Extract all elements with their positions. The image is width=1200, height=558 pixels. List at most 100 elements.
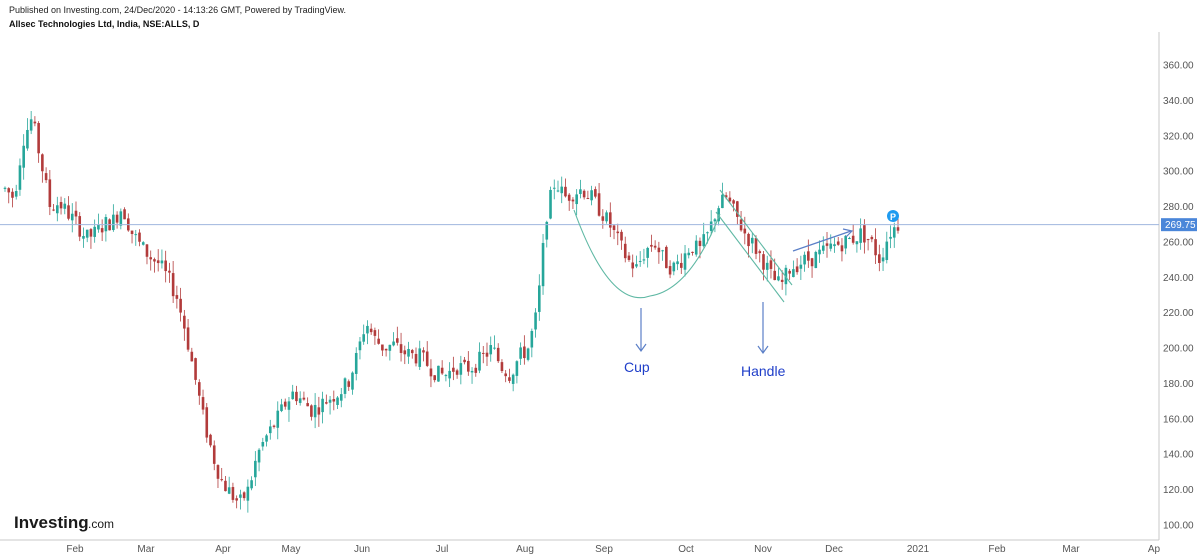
candle-body (661, 250, 664, 252)
y-tick-label: 280.00 (1163, 202, 1194, 213)
candle-body (511, 374, 515, 384)
x-tick-label: Dec (825, 544, 843, 555)
handle-channel-lower (715, 211, 785, 303)
y-tick-label: 340.00 (1163, 96, 1194, 107)
candle-body (840, 245, 844, 252)
candle-body (164, 260, 167, 272)
x-tick-label: Aug (516, 544, 534, 555)
x-tick-label: Mar (1062, 544, 1080, 555)
candle-body (437, 365, 440, 382)
candle-body (407, 348, 410, 357)
candle-body (156, 260, 160, 264)
candle-body (567, 194, 571, 201)
candle-body (268, 426, 272, 434)
candle-body (750, 237, 754, 244)
y-tick-label: 160.00 (1163, 414, 1194, 425)
candle-body (795, 266, 799, 273)
x-tick-label: Nov (754, 544, 772, 555)
candle-body (848, 238, 851, 240)
candle-body (239, 494, 242, 498)
x-tick-label: Oct (678, 544, 694, 555)
candle-body (325, 402, 328, 404)
candle-body (765, 262, 769, 270)
candle-body (616, 231, 620, 234)
candle-body (743, 228, 747, 234)
candle-body (115, 214, 119, 223)
handle-channel-upper (719, 189, 793, 286)
candle-body (758, 251, 762, 254)
candle-body (44, 173, 48, 181)
candle-body (713, 219, 717, 222)
y-tick-label: 180.00 (1163, 379, 1194, 390)
candle-body (452, 367, 455, 372)
candle-body (833, 244, 836, 247)
candle-body (485, 352, 489, 357)
y-tick-label: 200.00 (1163, 344, 1194, 355)
candle-body (549, 189, 552, 219)
candle-body (283, 401, 287, 407)
candle-body (530, 330, 534, 348)
candle-body (250, 480, 253, 489)
candle-body (433, 375, 436, 381)
cup-curve (573, 209, 721, 299)
breakout-arrow-head (842, 228, 854, 238)
p-marker[interactable] (887, 210, 899, 222)
x-tick-label: Jun (354, 544, 370, 555)
candle-body (706, 232, 709, 234)
candle-body (33, 121, 37, 124)
candle-body (74, 210, 78, 217)
candle-body (863, 225, 866, 243)
candle-body (287, 401, 291, 410)
candle-body (392, 341, 395, 346)
candle-body (149, 257, 153, 260)
candle-body (747, 233, 750, 247)
candle-body (138, 232, 141, 242)
candle-body (422, 350, 425, 353)
candle-body (306, 403, 309, 407)
candle-body (220, 479, 224, 481)
cup-label: Cup (624, 359, 650, 375)
candle-body (586, 198, 590, 200)
candle-body (291, 391, 295, 400)
candle-body (866, 239, 870, 241)
candle-body (171, 273, 175, 297)
candle-body (343, 378, 347, 394)
candle-body (638, 260, 642, 262)
x-tick-label: Ap (1148, 544, 1161, 555)
candle-body (429, 368, 433, 377)
candle-body (59, 202, 63, 209)
candle-body (246, 486, 250, 501)
candle-body (844, 235, 847, 249)
candle-body (459, 363, 463, 375)
candle-body (440, 367, 444, 374)
candle-body (590, 190, 593, 201)
candle-body (683, 253, 687, 270)
candle-body (810, 258, 814, 267)
candle-body (571, 199, 575, 202)
candle-body (190, 351, 194, 362)
candle-body (814, 251, 818, 269)
candle-body (709, 221, 713, 231)
candle-body (780, 279, 784, 282)
candle-body (336, 397, 339, 405)
candle-body (265, 435, 268, 442)
candle-body (11, 191, 14, 198)
candle-body (668, 266, 672, 275)
candle-body (339, 394, 343, 401)
breakout-arrow (792, 230, 852, 252)
candle-body (896, 227, 900, 231)
candle-body (665, 246, 668, 269)
candle-body (672, 262, 676, 272)
candle-body (601, 216, 605, 221)
candle-body (130, 230, 134, 235)
y-tick-label: 140.00 (1163, 450, 1194, 461)
candle-body (100, 228, 104, 233)
candle-body (777, 276, 780, 281)
cup-arrow-head (635, 343, 647, 353)
candle-body (7, 188, 11, 193)
candle-body (302, 397, 306, 400)
candle-body (347, 381, 351, 387)
candle-body (769, 260, 773, 269)
candle-body (93, 226, 96, 237)
